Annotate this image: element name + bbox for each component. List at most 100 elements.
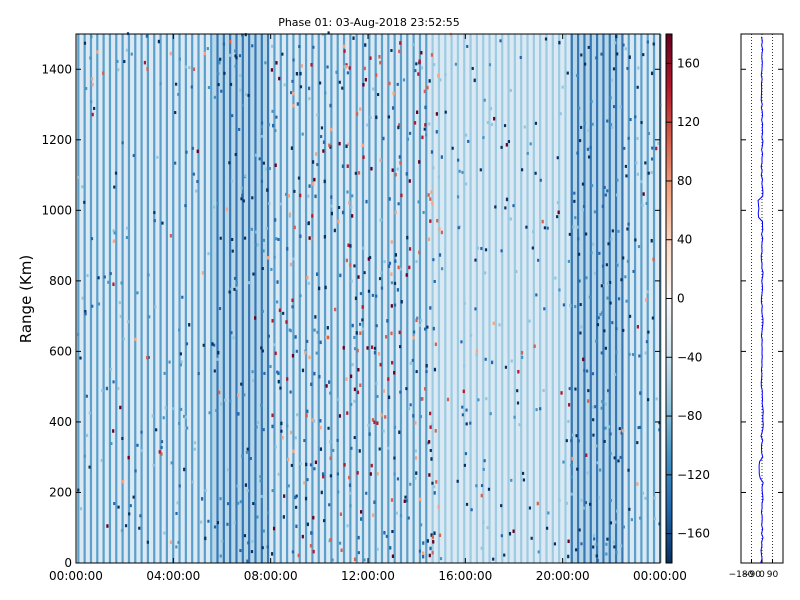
heatmap-speck <box>274 218 277 222</box>
time-band <box>76 34 213 563</box>
heatmap-speck <box>288 212 292 217</box>
heatmap-cell <box>599 312 602 316</box>
heatmap-cell <box>566 71 569 75</box>
heatmap-cell <box>260 134 263 138</box>
heatmap-column <box>539 34 542 563</box>
heatmap-cell <box>416 316 419 320</box>
heatmap-cell <box>238 54 242 58</box>
heatmap-speck <box>314 460 318 465</box>
heatmap-cell <box>580 125 583 129</box>
heatmap-cell <box>283 83 286 87</box>
profile-x-tick-label: −90 <box>742 570 761 580</box>
heatmap-cell <box>129 504 132 508</box>
heatmap-cell <box>464 452 468 456</box>
heatmap-cell <box>128 512 131 516</box>
heatmap-cell <box>604 426 607 430</box>
heatmap-cell <box>576 151 579 155</box>
heatmap-cell <box>425 370 428 374</box>
heatmap-cell <box>219 57 222 61</box>
heatmap-cell <box>327 31 330 35</box>
heatmap-cell <box>408 131 412 135</box>
heatmap-column <box>273 34 276 563</box>
heatmap-cell <box>232 336 235 340</box>
heatmap-cell <box>444 72 447 76</box>
heatmap-cell <box>415 370 418 374</box>
heatmap-cell <box>121 528 124 532</box>
heatmap-cell <box>268 167 271 171</box>
heatmap-cell <box>289 390 292 394</box>
heatmap-column <box>197 34 200 563</box>
heatmap-cell <box>230 179 234 183</box>
heatmap-speck <box>492 321 495 326</box>
heatmap-cell <box>290 91 293 95</box>
heatmap-cell <box>592 242 595 246</box>
heatmap-speck <box>560 391 563 395</box>
heatmap-speck <box>274 163 277 167</box>
heatmap-cell <box>589 146 592 150</box>
heatmap-cell <box>350 446 353 450</box>
heatmap-cell <box>500 534 503 538</box>
heatmap-speck <box>315 152 318 156</box>
heatmap-cell <box>399 267 402 271</box>
heatmap-column <box>361 34 365 563</box>
heatmap-cell <box>226 502 230 506</box>
heatmap-cell <box>121 436 124 440</box>
heatmap-speck <box>437 505 440 509</box>
heatmap-cell <box>457 158 460 162</box>
heatmap-cell <box>77 332 80 336</box>
heatmap-cell <box>617 297 621 301</box>
heatmap-speck <box>346 164 349 168</box>
heatmap-cell <box>469 421 472 425</box>
heatmap-cell <box>313 467 316 471</box>
heatmap-cell <box>585 232 588 236</box>
heatmap-cell <box>202 343 205 347</box>
heatmap-cell <box>294 436 297 440</box>
heatmap-cell <box>251 539 254 543</box>
heatmap-cell <box>262 238 266 242</box>
heatmap-cell <box>499 39 502 43</box>
heatmap-cell <box>463 463 466 467</box>
heatmap-cell <box>579 303 582 307</box>
heatmap-cell <box>222 42 226 46</box>
heatmap-cell <box>515 270 518 274</box>
heatmap-cell <box>636 85 639 89</box>
heatmap-cell <box>433 279 436 283</box>
heatmap-speck <box>358 449 361 453</box>
y-axis: 0 200 400 600 800 1000 1200 1400 <box>41 62 660 570</box>
profile-x-tick-label: 0 <box>759 570 765 580</box>
heatmap-cell <box>574 387 577 391</box>
heatmap-cell <box>465 408 468 412</box>
heatmap-speck <box>339 273 342 278</box>
heatmap-cell <box>260 346 263 350</box>
heatmap-cell <box>354 171 357 175</box>
heatmap-cell <box>592 405 595 409</box>
heatmap-speck <box>244 483 248 487</box>
heatmap-cell <box>256 515 259 519</box>
heatmap-cell <box>295 494 298 498</box>
heatmap-cell <box>121 141 124 145</box>
heatmap-speck <box>90 77 94 81</box>
heatmap-cell <box>247 93 250 97</box>
heatmap-cell <box>428 122 431 126</box>
heatmap-speck <box>272 526 276 531</box>
heatmap-speck <box>362 155 365 159</box>
heatmap-cell <box>609 301 612 305</box>
heatmap-speck <box>225 207 228 211</box>
heatmap-cell <box>647 171 650 175</box>
heatmap-speck <box>319 340 322 345</box>
heatmap-speck <box>431 550 434 555</box>
heatmap-speck <box>398 49 401 54</box>
heatmap-cell <box>186 426 189 430</box>
heatmap-cell <box>500 145 503 149</box>
heatmap-speck <box>373 420 376 425</box>
heatmap-cell <box>592 545 595 549</box>
heatmap-speck <box>105 386 109 391</box>
heatmap-speck <box>348 483 352 487</box>
heatmap-cell <box>644 496 647 500</box>
heatmap-cell <box>247 541 250 545</box>
heatmap-speck <box>505 197 509 202</box>
heatmap-cell <box>596 461 599 465</box>
heatmap-cell <box>554 276 557 280</box>
heatmap-cell <box>465 502 469 506</box>
